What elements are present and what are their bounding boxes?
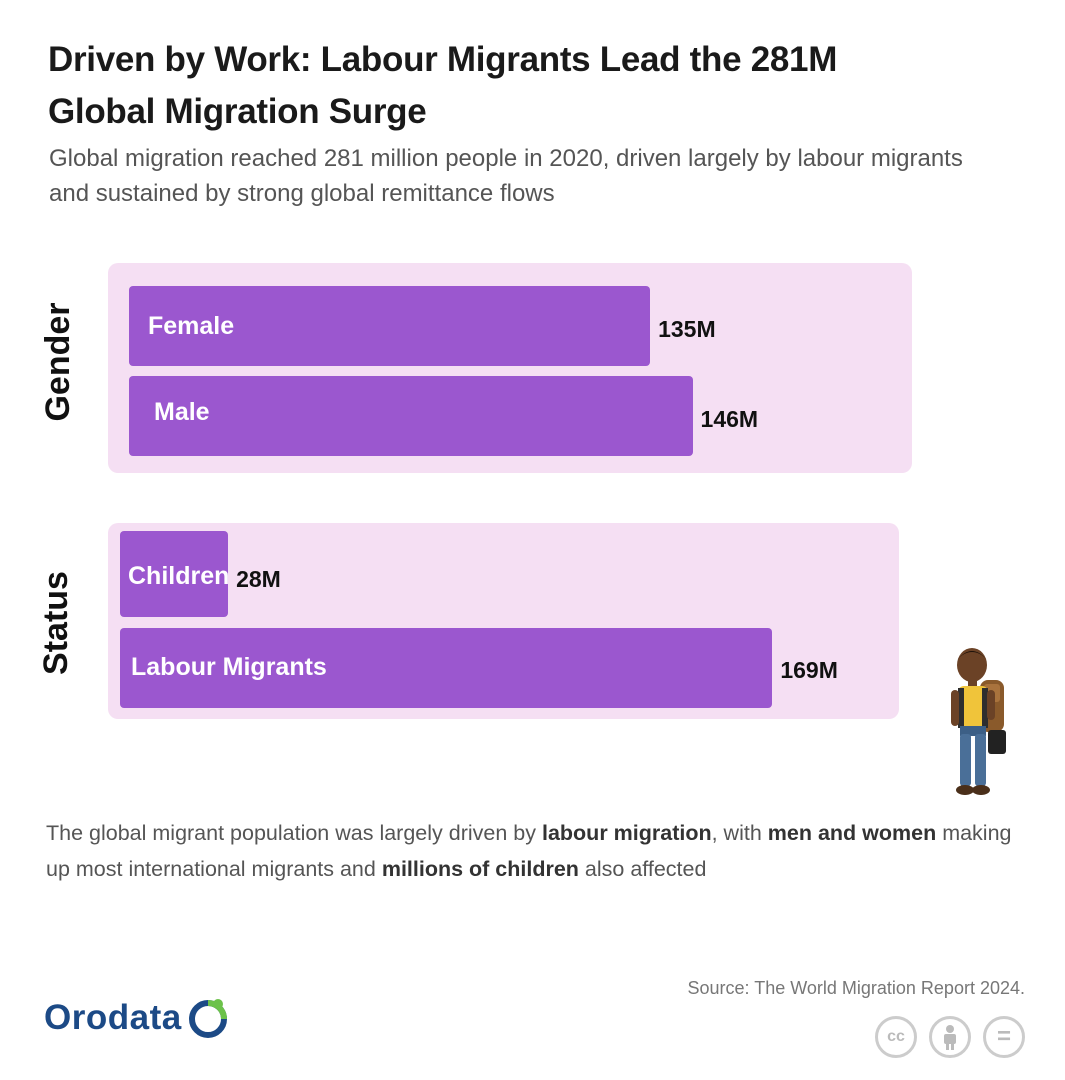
value-label-male: 146M — [700, 406, 759, 432]
bar-children — [120, 531, 229, 617]
value-label-labour-migrants: 169M — [780, 657, 838, 683]
group-label-gender: Gender — [39, 302, 77, 422]
group-label-status: Status — [37, 571, 75, 675]
summary-note: The global migrant population was largel… — [46, 821, 1012, 881]
bar-label-male: Male — [154, 398, 210, 426]
migrant-with-backpack-icon — [951, 648, 1006, 795]
source-note: Source: The World Migration Report 2024. — [687, 978, 1025, 998]
chart-title: Driven by Work: Labour Migrants Lead the… — [48, 40, 838, 131]
bar-labour-migrants — [120, 628, 773, 708]
orodata-logo: Orodata — [44, 995, 231, 1041]
bar-male — [129, 376, 693, 456]
bar-label-children: Children — [128, 562, 230, 590]
value-label-female: 135M — [658, 316, 716, 342]
bar-label-labour-migrants: Labour Migrants — [131, 653, 327, 681]
license-icons: cc = — [875, 1016, 1025, 1058]
nd-equals-icon: = — [983, 1016, 1025, 1058]
orodata-logo-icon — [188, 999, 227, 1038]
bar-label-female: Female — [148, 312, 235, 340]
bar-female — [129, 286, 651, 366]
brand-name: Orodata — [44, 998, 182, 1037]
by-attribution-icon — [929, 1016, 971, 1058]
chart-subtitle: Global migration reached 281 million peo… — [49, 145, 963, 207]
value-label-children: 28M — [236, 566, 281, 592]
cc-icon: cc — [875, 1016, 917, 1058]
